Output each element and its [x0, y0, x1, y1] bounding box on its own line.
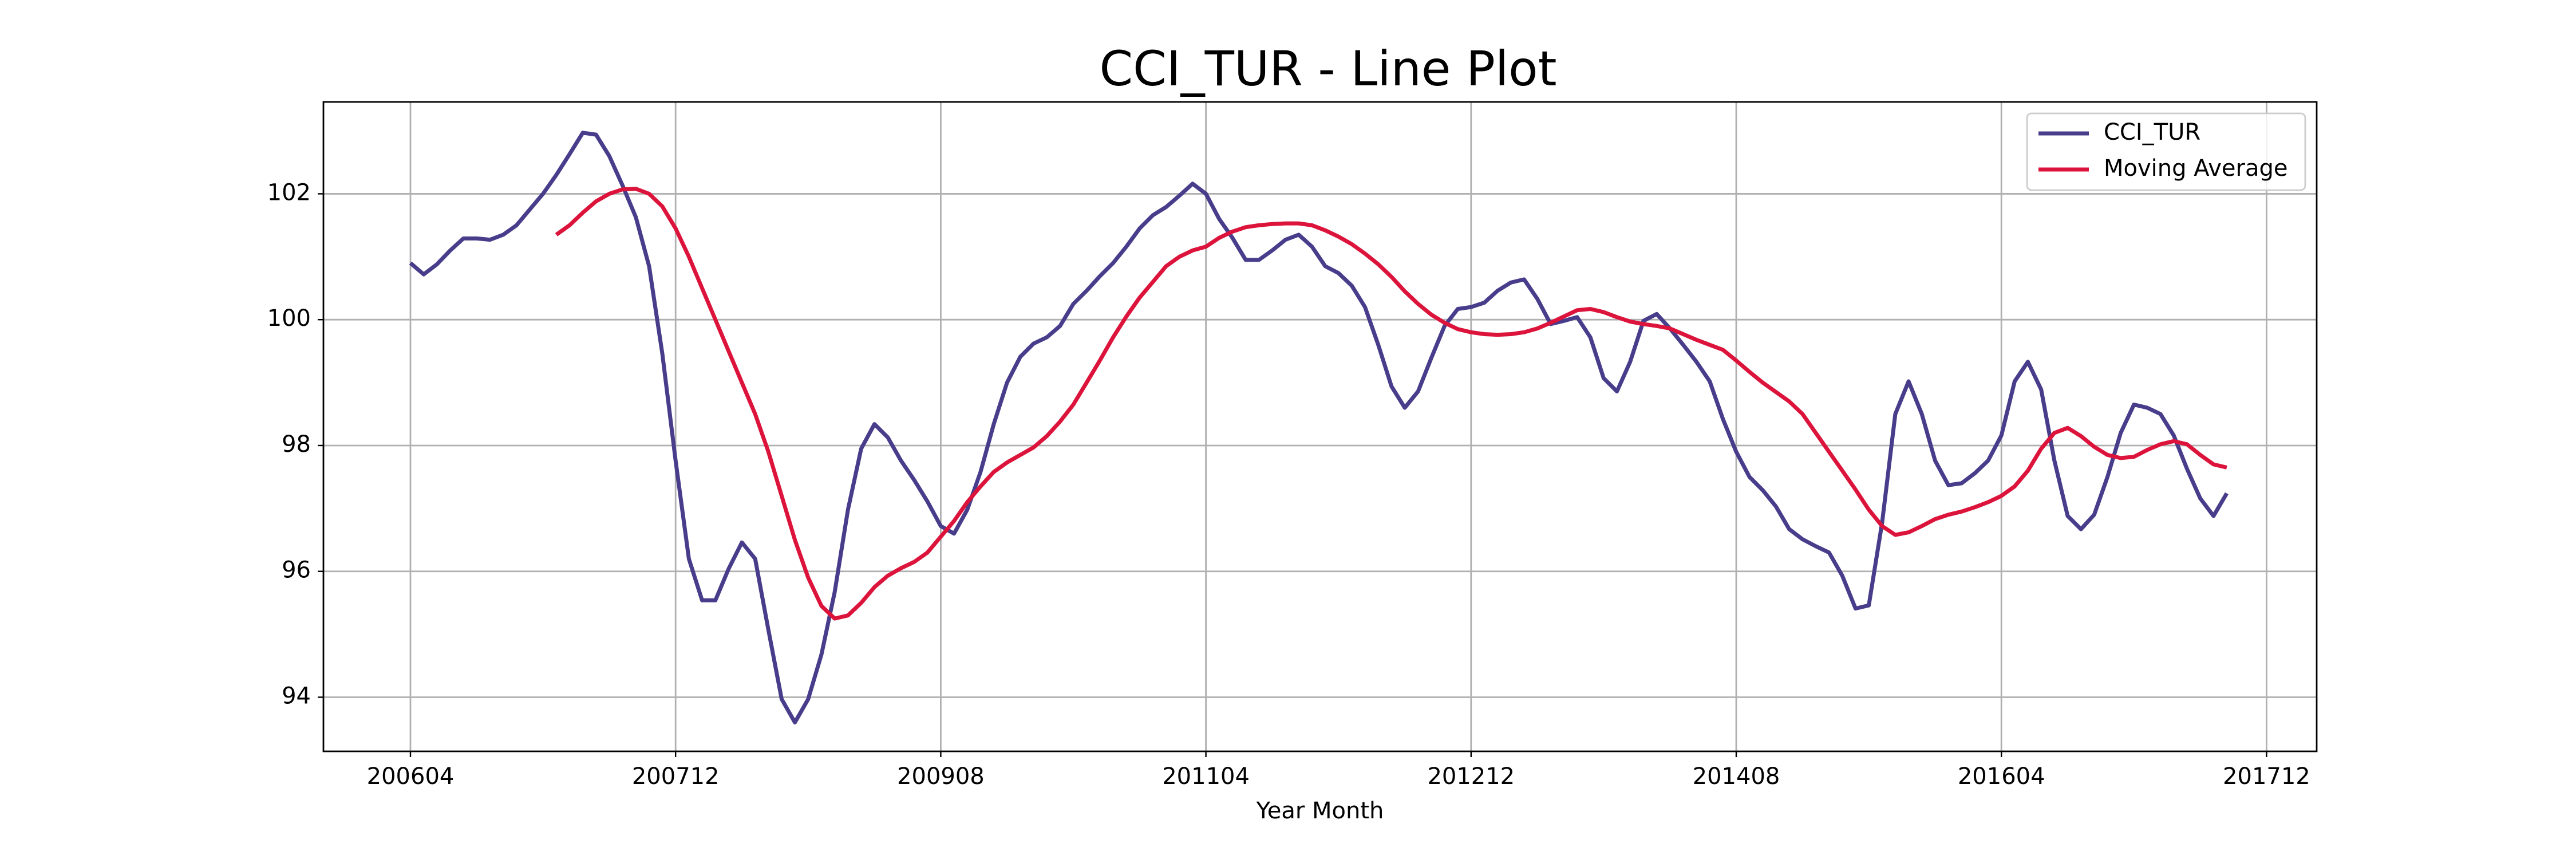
y-tick-label: 94 — [282, 683, 311, 710]
y-tick-label: 100 — [267, 305, 311, 332]
x-tick-label: 201104 — [1162, 763, 1250, 790]
x-tick-label: 201604 — [1958, 763, 2045, 790]
x-tick-label: 200604 — [367, 763, 455, 790]
legend-box — [2026, 112, 2306, 191]
series-line — [555, 187, 2227, 621]
legend-label: CCI_TUR — [2104, 119, 2200, 145]
x-tick-label: 201408 — [1693, 763, 1780, 790]
x-axis-label: Year Month — [1256, 798, 1384, 824]
chart-title: CCI_TUR - Line Plot — [1099, 41, 1556, 97]
x-tick-label: 200712 — [632, 763, 720, 790]
x-tick-label: 201712 — [2223, 763, 2310, 790]
plot-frame — [322, 101, 2318, 752]
x-tick-label: 201212 — [1427, 763, 1515, 790]
y-tick-label: 96 — [282, 557, 311, 584]
y-tick-label: 98 — [282, 431, 311, 458]
legend: CCI_TUR Moving Average — [2026, 112, 2306, 191]
series-line — [409, 131, 2229, 724]
y-tick-label: 102 — [267, 179, 311, 206]
x-tick-label: 200908 — [897, 763, 985, 790]
legend-label: Moving Average — [2104, 155, 2287, 182]
